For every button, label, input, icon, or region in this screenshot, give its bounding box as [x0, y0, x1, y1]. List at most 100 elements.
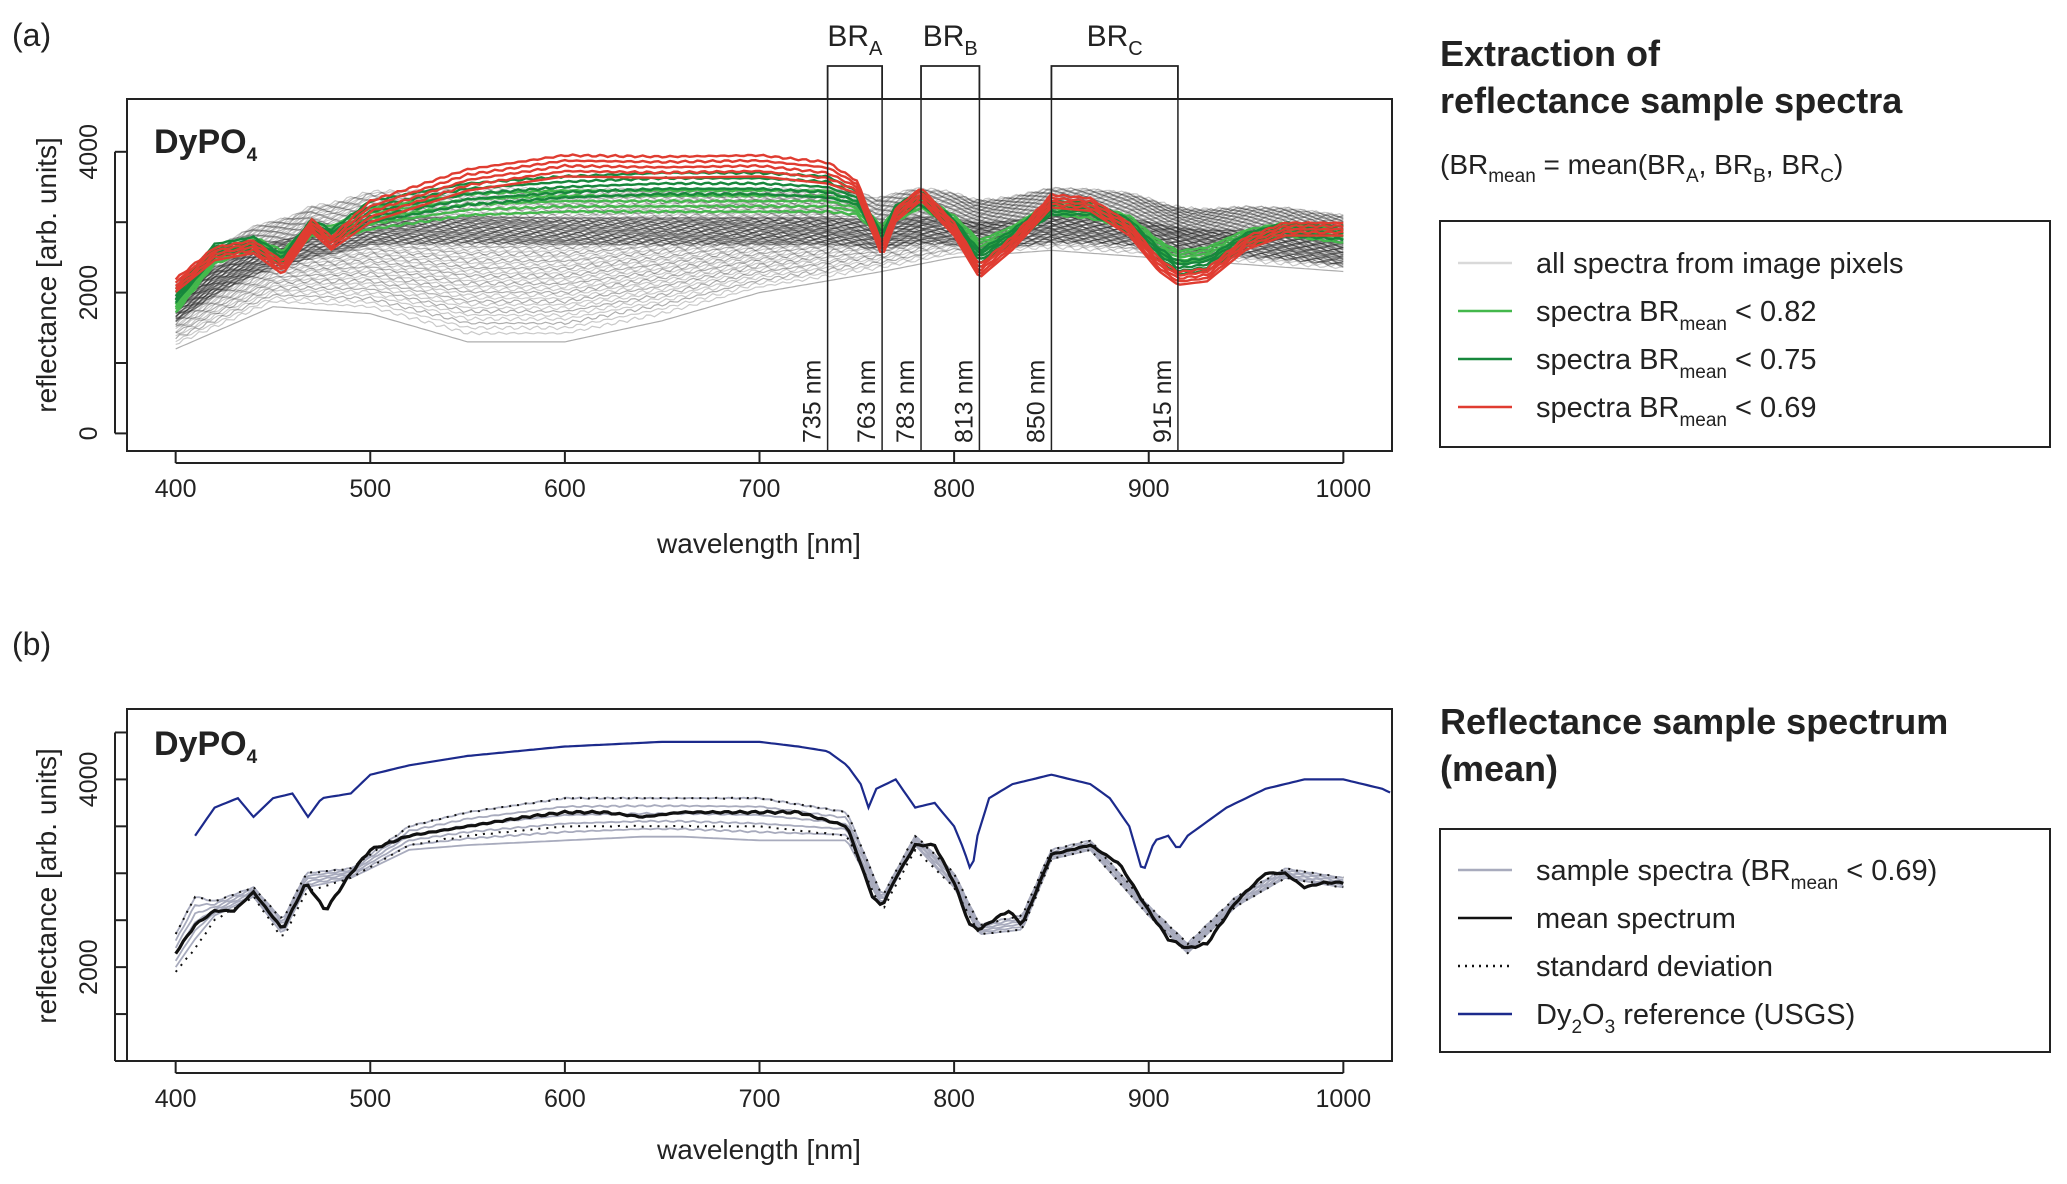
panel-b-plot-title: DyPO4	[154, 725, 258, 768]
all-spectra-line	[175, 211, 1344, 305]
y-tick-label: 2000	[75, 939, 103, 995]
x-tick: 1000	[1316, 451, 1372, 503]
panel-a-heading-line2: reflectance sample spectra	[1440, 80, 1903, 121]
x-tick-label: 700	[739, 475, 781, 503]
y-tick: 4000	[75, 752, 127, 808]
x-tick: 900	[1128, 451, 1170, 503]
y-tick-label: 4000	[75, 752, 103, 808]
sample-spectrum-line	[174, 153, 1344, 281]
legend-item: all spectra from image pixels	[1458, 248, 1903, 280]
legend-item: spectra BRmean < 0.69	[1458, 392, 1816, 431]
panel-a-plot-title: DyPO4	[154, 123, 258, 166]
x-tick-label: 600	[544, 475, 586, 503]
x-tick-label: 1000	[1316, 1085, 1372, 1113]
y-tick-label: 2000	[75, 265, 103, 321]
legend-label: standard deviation	[1536, 951, 1773, 983]
x-tick: 600	[544, 451, 586, 503]
x-tick-label: 600	[544, 1085, 586, 1113]
dy2o3-reference-line	[194, 740, 1391, 871]
panel-b-y-axis: 2000 4000	[75, 731, 127, 1062]
y-tick-label: 0	[75, 426, 103, 440]
panel-a-band-brackets: BRA BRB BRC	[826, 20, 1179, 99]
sample-spectrum-line	[174, 175, 1344, 293]
panel-b-heading-line2: (mean)	[1440, 748, 1558, 789]
panel-a-legend: all spectra from image pixels spectra BRm…	[1439, 220, 2051, 448]
x-tick-label: 400	[155, 475, 197, 503]
panel-b-legend: sample spectra (BRmean < 0.69) mean spect…	[1439, 828, 2051, 1053]
all-spectra-line	[175, 207, 1344, 301]
x-tick-label: 800	[933, 1085, 975, 1113]
y-tick: 4000	[75, 124, 127, 180]
band-line-label: 763 nm	[853, 360, 881, 443]
x-tick-label: 800	[933, 475, 975, 503]
band-line-label: 735 nm	[799, 360, 827, 443]
all-spectra-line	[175, 195, 1344, 293]
legend-label: spectra BRmean < 0.82	[1536, 296, 1816, 335]
panel-b-y-label: reflectance [arb. units]	[31, 748, 62, 1023]
x-tick: 600	[544, 1061, 586, 1113]
panel-a-formula: (BRmean = mean(BRA, BRB, BRC)	[1440, 149, 1843, 187]
x-tick: 800	[933, 451, 975, 503]
all-spectra-line	[175, 207, 1344, 300]
band-bracket	[920, 65, 981, 99]
all-spectra-line	[175, 208, 1344, 305]
panel-a-label: (a)	[12, 17, 51, 53]
panel-a-heading-line1: Extraction of	[1440, 33, 1661, 74]
x-tick-label: 900	[1128, 1085, 1170, 1113]
y-tick-label: 4000	[75, 124, 103, 180]
x-tick-label: 1000	[1316, 475, 1372, 503]
x-tick-label: 400	[155, 1085, 197, 1113]
sample-spectrum-line	[174, 835, 1344, 968]
mean-spectrum-line	[174, 809, 1344, 955]
panel-b-x-axis: 400 500 600 700 800 900 1000	[155, 1061, 1371, 1113]
panel-b-series-group	[174, 740, 1391, 973]
panel-a-y-axis: 0 2000 4000	[75, 124, 127, 440]
band-bracket-label: BRA	[827, 20, 883, 60]
panel-b-legend-box	[1439, 828, 2051, 1053]
panel-a-x-axis: 400 500 600 700 800 900 1000	[155, 451, 1371, 503]
sample-spectrum-line	[174, 158, 1344, 284]
x-tick: 700	[739, 1061, 780, 1113]
all-spectra-line	[175, 213, 1344, 310]
panel-a-chart: 735 nm 763 nm 783 nm 813 nm 850 nm 915 nm 400…	[31, 20, 1393, 559]
panel-a-y-label: reflectance [arb. units]	[31, 137, 62, 412]
all-spectra-line	[175, 217, 1344, 311]
legend-label: Dy2O3 reference (USGS)	[1536, 999, 1855, 1038]
panel-b-x-label: wavelength [nm]	[656, 1134, 861, 1165]
std-dev-lower-line	[174, 824, 1344, 973]
x-tick: 500	[349, 1061, 391, 1113]
y-tick: 0	[75, 426, 127, 440]
legend-label: spectra BRmean < 0.69	[1536, 392, 1816, 431]
band-line-label: 813 nm	[950, 360, 978, 443]
legend-item: standard deviation	[1458, 951, 1773, 983]
legend-item: mean spectrum	[1458, 903, 1736, 935]
legend-label: all spectra from image pixels	[1536, 248, 1903, 280]
all-spectra-line	[175, 220, 1344, 314]
x-tick: 800	[933, 1061, 975, 1113]
all-spectra-line	[175, 211, 1344, 305]
band-line-label: 850 nm	[1022, 360, 1050, 443]
panel-a-legend-box	[1439, 220, 2051, 448]
legend-item: Dy2O3 reference (USGS)	[1458, 999, 1855, 1038]
band-line-label: 915 nm	[1149, 360, 1177, 443]
all-spectra-line	[175, 215, 1344, 310]
x-tick: 400	[155, 451, 197, 503]
panel-a-series-group	[174, 153, 1344, 350]
x-tick: 900	[1128, 1061, 1170, 1113]
all-spectra-line	[175, 209, 1344, 305]
legend-item: spectra BRmean < 0.75	[1458, 344, 1816, 383]
sample-spectrum-line	[174, 169, 1344, 290]
band-bracket	[1050, 65, 1179, 99]
x-tick-label: 500	[349, 475, 391, 503]
panel-a-x-label: wavelength [nm]	[656, 528, 861, 559]
x-tick-label: 500	[349, 1085, 391, 1113]
x-tick: 500	[349, 451, 391, 503]
all-spectra-line	[175, 218, 1344, 315]
all-spectra-line	[175, 205, 1344, 301]
y-tick: 2000	[75, 265, 127, 321]
all-spectra-line	[175, 215, 1344, 309]
legend-label: mean spectrum	[1536, 903, 1736, 935]
x-tick: 400	[155, 1061, 197, 1113]
all-spectra-line	[175, 208, 1344, 304]
x-tick: 1000	[1316, 1061, 1372, 1113]
